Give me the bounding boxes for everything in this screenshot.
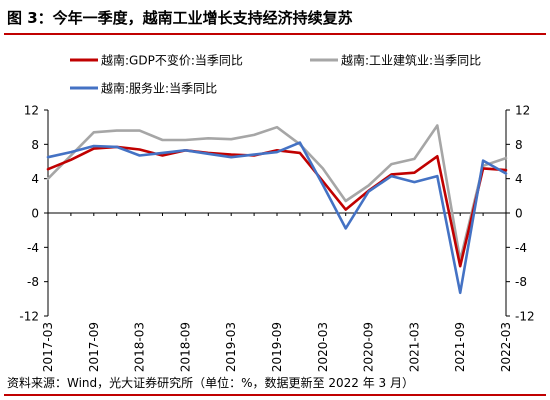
figure-title: 图 3：今年一季度，越南工业增长支持经济持续复苏 bbox=[7, 9, 353, 27]
y-tick-label-right: 8 bbox=[515, 138, 523, 152]
y-tick-label-left: 8 bbox=[31, 138, 39, 152]
series-line-1 bbox=[46, 124, 508, 262]
y-tick-label-right: -8 bbox=[515, 275, 527, 289]
x-tick-label: 2018-03 bbox=[133, 322, 147, 372]
x-tick-label: 2022-03 bbox=[499, 322, 513, 372]
y-tick-label-left: -8 bbox=[27, 275, 39, 289]
series-line-2 bbox=[46, 141, 508, 295]
x-tick-label: 2017-09 bbox=[87, 322, 101, 372]
x-tick-label: 2019-09 bbox=[270, 322, 284, 372]
legend: 越南:GDP不变价:当季同比 越南:工业建筑业:当季同比 越南:服务业:当季同比 bbox=[70, 53, 481, 96]
legend-label-gdp: 越南:GDP不变价:当季同比 bbox=[101, 53, 243, 68]
y-tick-label-left: -4 bbox=[27, 241, 39, 255]
x-tick-label: 2017-03 bbox=[41, 322, 55, 372]
y-tick-label-right: -12 bbox=[515, 310, 535, 324]
x-tick-label: 2021-03 bbox=[407, 322, 421, 372]
series-lines bbox=[46, 124, 508, 295]
y-tick-label-right: -4 bbox=[515, 241, 527, 255]
legend-label-industry: 越南:工业建筑业:当季同比 bbox=[341, 53, 481, 68]
x-tick-label: 2021-09 bbox=[453, 322, 467, 372]
x-tick-label: 2018-09 bbox=[178, 322, 192, 372]
source-note: 资料来源：Wind，光大证券研究所（单位：%，数据更新至 2022 年 3 月） bbox=[7, 376, 414, 390]
y-tick-label-left: 4 bbox=[31, 172, 39, 186]
top-rule bbox=[4, 33, 546, 35]
legend-label-services: 越南:服务业:当季同比 bbox=[101, 81, 217, 96]
y-tick-label-left: 0 bbox=[31, 207, 39, 221]
y-tick-label-right: 4 bbox=[515, 172, 523, 186]
y-tick-label-right: 0 bbox=[515, 207, 523, 221]
y-tick-label-left: 12 bbox=[24, 104, 39, 118]
series-line-0 bbox=[46, 145, 508, 268]
y-tick-label-right: 12 bbox=[515, 104, 530, 118]
bottom-rule bbox=[4, 394, 546, 396]
x-tick-label: 2020-03 bbox=[316, 322, 330, 372]
x-tick-label: 2020-09 bbox=[362, 322, 376, 372]
y-tick-label-left: -12 bbox=[19, 310, 39, 324]
x-tick-label: 2019-03 bbox=[224, 322, 238, 372]
